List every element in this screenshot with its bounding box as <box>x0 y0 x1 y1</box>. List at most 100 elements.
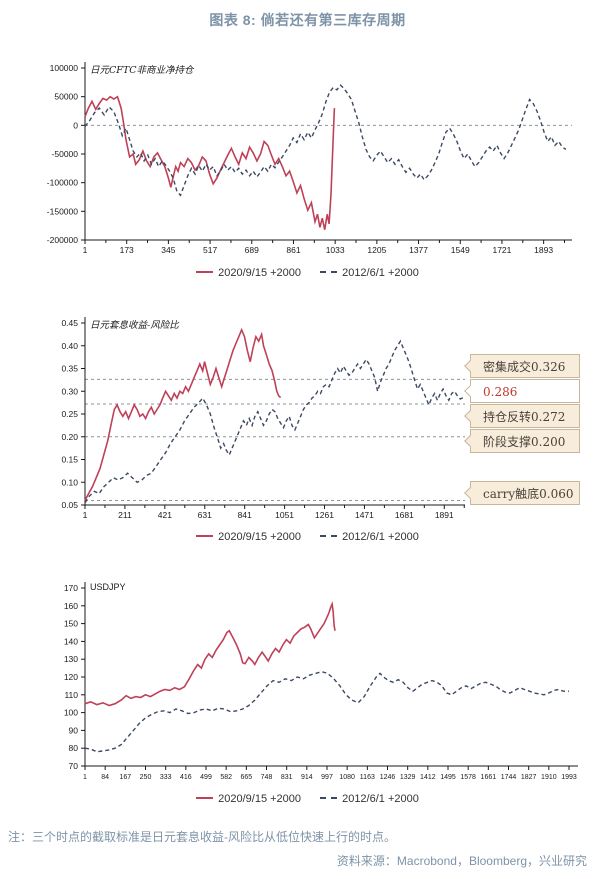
legend-item-2012: 2012/6/1 +2000 <box>320 267 419 279</box>
chart-canvas: 170 160 150 140 130 120 110 100 90 80 70 1 84 167 250 3… <box>64 582 578 781</box>
svg-text:80: 80 <box>69 743 79 753</box>
svg-text:100000: 100000 <box>50 63 79 73</box>
callout-carry-bottom: carry触底0.060 <box>470 481 580 505</box>
svg-text:416: 416 <box>180 774 192 781</box>
svg-text:-200000: -200000 <box>47 235 78 245</box>
page-title: 图表 8: 倘若还有第三库存周期 <box>209 12 406 28</box>
svg-text:861: 861 <box>286 245 300 255</box>
svg-text:140: 140 <box>64 636 78 646</box>
callout-current-value: 0.286 <box>470 379 580 403</box>
series-line <box>84 670 569 753</box>
svg-text:665: 665 <box>240 774 252 781</box>
navy-dash-swatch <box>320 797 338 800</box>
legend-label: 2020/9/15 +2000 <box>218 793 302 805</box>
legend-label: 2020/9/15 +2000 <box>218 267 302 279</box>
svg-text:0.30: 0.30 <box>61 386 78 396</box>
callout-position-reversal: 持仓反转0.272 <box>470 404 580 428</box>
legend-label: 2020/9/15 +2000 <box>218 531 302 543</box>
svg-text:0.15: 0.15 <box>61 455 78 465</box>
svg-text:1681: 1681 <box>395 510 414 520</box>
svg-text:120: 120 <box>64 672 78 682</box>
svg-text:167: 167 <box>119 774 131 781</box>
svg-text:345: 345 <box>161 245 175 255</box>
series-line <box>84 84 567 197</box>
series-line <box>84 95 336 230</box>
svg-text:1080: 1080 <box>339 774 355 781</box>
svg-text:1495: 1495 <box>440 774 456 781</box>
svg-text:170: 170 <box>64 583 78 593</box>
svg-text:841: 841 <box>238 510 252 520</box>
svg-text:0.05: 0.05 <box>61 500 78 510</box>
svg-text:-150000: -150000 <box>47 206 78 216</box>
footnote: 注：三个时点的截取标准是日元套息收益-风险比从低位快速上行的时点。 <box>8 830 396 844</box>
svg-text:90: 90 <box>69 725 79 735</box>
svg-text:0.35: 0.35 <box>61 364 78 374</box>
svg-text:70: 70 <box>69 761 79 771</box>
svg-text:1412: 1412 <box>420 774 436 781</box>
svg-text:1163: 1163 <box>360 774 375 781</box>
svg-text:1893: 1893 <box>534 245 553 255</box>
svg-text:0.25: 0.25 <box>61 409 78 419</box>
svg-text:1910: 1910 <box>541 774 557 781</box>
legend-item-2020: 2020/9/15 +2000 <box>196 531 301 543</box>
usdjpy-chart: 170 160 150 140 130 120 110 100 90 80 70 1 84 167 250 3… <box>0 570 615 825</box>
svg-text:1: 1 <box>83 245 88 255</box>
svg-text:1033: 1033 <box>326 245 345 255</box>
svg-text:1891: 1891 <box>435 510 454 520</box>
svg-text:1549: 1549 <box>451 245 470 255</box>
svg-text:0.20: 0.20 <box>61 432 78 442</box>
svg-text:1: 1 <box>83 774 87 781</box>
svg-text:1721: 1721 <box>492 245 511 255</box>
callout-stage-support: 阶段支撑0.200 <box>470 429 580 453</box>
svg-text:1993: 1993 <box>561 774 577 781</box>
svg-text:748: 748 <box>261 774 273 781</box>
svg-text:1744: 1744 <box>501 774 517 781</box>
svg-text:1: 1 <box>83 510 88 520</box>
data-source: 资料来源：Macrobond，Bloomberg，兴业研究 <box>336 854 587 868</box>
svg-text:1578: 1578 <box>460 774 476 781</box>
legend-chart3: 2020/9/15 +2000 2012/6/1 +2000 <box>0 793 615 805</box>
svg-text:0: 0 <box>73 120 78 130</box>
svg-text:1051: 1051 <box>275 510 294 520</box>
svg-text:1827: 1827 <box>521 774 537 781</box>
cftc-net-position-chart: 100000 50000 0 -50000 -100000 -150000 -200000 1… <box>0 52 615 302</box>
legend-item-2012: 2012/6/1 +2000 <box>320 531 419 543</box>
svg-text:499: 499 <box>200 774 212 781</box>
svg-text:689: 689 <box>245 245 259 255</box>
legend-chart1: 2020/9/15 +2000 2012/6/1 +2000 <box>0 267 615 279</box>
svg-text:0.40: 0.40 <box>61 341 78 351</box>
svg-text:631: 631 <box>198 510 212 520</box>
svg-text:1661: 1661 <box>481 774 497 781</box>
svg-text:1329: 1329 <box>400 774 416 781</box>
svg-text:0.45: 0.45 <box>61 318 78 328</box>
series-line <box>84 600 336 707</box>
svg-text:-50000: -50000 <box>52 149 79 159</box>
red-line-swatch <box>196 535 214 538</box>
red-line-swatch <box>196 797 214 800</box>
legend-item-2020: 2020/9/15 +2000 <box>196 267 301 279</box>
svg-text:110: 110 <box>64 690 78 700</box>
series-line <box>84 339 464 504</box>
svg-text:333: 333 <box>160 774 172 781</box>
callout-dense-trading: 密集成交0.326 <box>470 354 580 378</box>
svg-text:100: 100 <box>64 708 78 718</box>
svg-text:160: 160 <box>64 601 78 611</box>
legend-item-2012: 2012/6/1 +2000 <box>320 793 419 805</box>
legend-chart2: 2020/9/15 +2000 2012/6/1 +2000 <box>0 531 615 543</box>
svg-text:582: 582 <box>220 774 232 781</box>
navy-dash-swatch <box>320 271 338 274</box>
legend-label: 2012/6/1 +2000 <box>342 531 419 543</box>
legend-label: 2012/6/1 +2000 <box>342 793 419 805</box>
svg-text:1377: 1377 <box>409 245 428 255</box>
chart-title-cftc: 日元CFTC非商业净持仓 <box>90 65 194 76</box>
series-line <box>84 327 282 501</box>
svg-text:84: 84 <box>101 774 109 781</box>
svg-text:1471: 1471 <box>355 510 374 520</box>
svg-text:150: 150 <box>64 619 78 629</box>
svg-text:997: 997 <box>321 774 333 781</box>
svg-text:173: 173 <box>120 245 134 255</box>
chart-canvas: 100000 50000 0 -50000 -100000 -150000 -200000 1… <box>47 62 572 255</box>
svg-text:-100000: -100000 <box>47 178 78 188</box>
chart-canvas: 0.45 0.40 0.35 0.30 0.25 0.20 0.15 0.10 0.05 1 211… <box>61 317 465 520</box>
legend-label: 2012/6/1 +2000 <box>342 267 419 279</box>
